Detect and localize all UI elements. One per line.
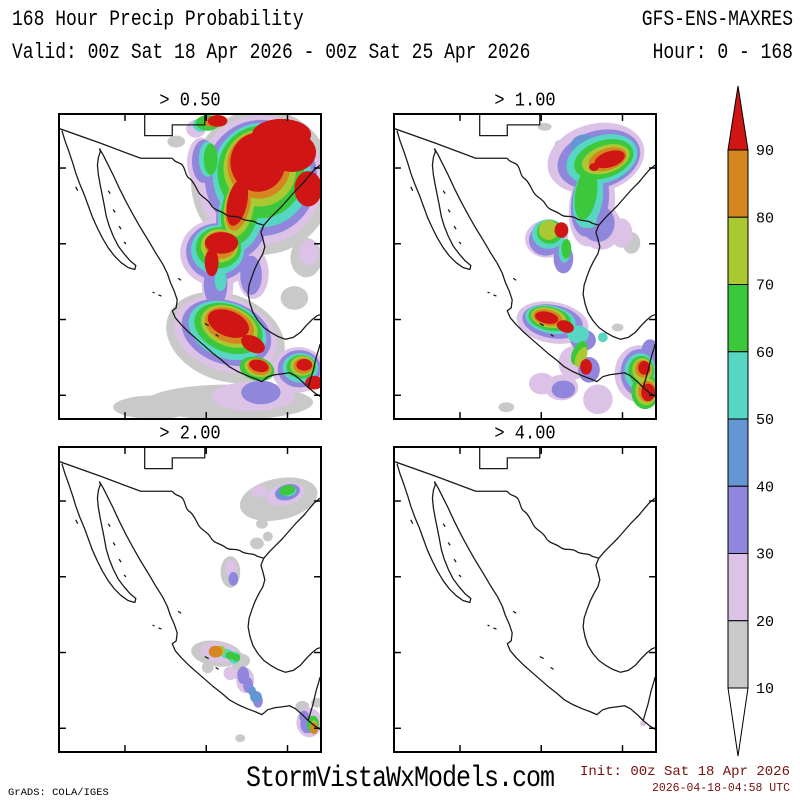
colorbar-tick-label: 70: [756, 278, 774, 295]
map-panel-gt-0.50: [58, 113, 322, 420]
forecast-hour-range: Hour: 0 - 168: [652, 41, 793, 66]
chart-title: 168 Hour Precip Probability: [12, 8, 304, 33]
precip-probability-shading: [395, 115, 655, 418]
map-panel-gt-1.00: [393, 113, 657, 420]
generated-timestamp: 2026-04-18-04:58 UTC: [651, 782, 790, 795]
colorbar-tick-label: 10: [756, 681, 774, 698]
colorbar-bottom-arrow: [727, 687, 749, 757]
watermark-site-name: StormVistaWxModels.com: [245, 761, 555, 796]
colorbar-tick-label: 20: [756, 614, 774, 631]
precip-probability-shading: [60, 115, 320, 418]
mexico-coastline-outline: [60, 448, 320, 730]
precip-probability-shading: [395, 448, 655, 751]
colorbar-tick-label: 60: [756, 345, 774, 362]
mexico-coastline-outline: [60, 115, 320, 397]
grads-credit: GrADS: COLA/IGES: [8, 787, 109, 799]
colorbar-tick-label: 90: [756, 143, 774, 160]
colorbar-tick-label: 80: [756, 210, 774, 227]
panel-threshold-label: > 4.00: [494, 423, 556, 446]
model-name: GFS-ENS-MAXRES: [641, 8, 793, 33]
colorbar-tick-label: 50: [756, 412, 774, 429]
mexico-coastline-outline: [395, 448, 655, 730]
map-panel-gt-4.00: [393, 446, 657, 753]
panel-threshold-label: > 1.00: [494, 90, 556, 113]
valid-time-range: Valid: 00z Sat 18 Apr 2026 - 00z Sat 25 …: [12, 41, 531, 66]
mexico-coastline-outline: [395, 115, 655, 397]
precip-probability-shading: [60, 448, 320, 751]
probability-colorbar: 90 80 70 60 50 40 30 20 10: [726, 84, 800, 760]
map-panel-gt-2.00: [58, 446, 322, 753]
panel-threshold-label: > 0.50: [159, 90, 221, 113]
colorbar-tick-label: 30: [756, 547, 774, 564]
colorbar-top-arrow: [727, 85, 749, 151]
colorbar-tick-label: 40: [756, 479, 774, 496]
panel-threshold-label: > 2.00: [159, 423, 221, 446]
init-time: Init: 00z Sat 18 Apr 2026: [579, 764, 790, 780]
